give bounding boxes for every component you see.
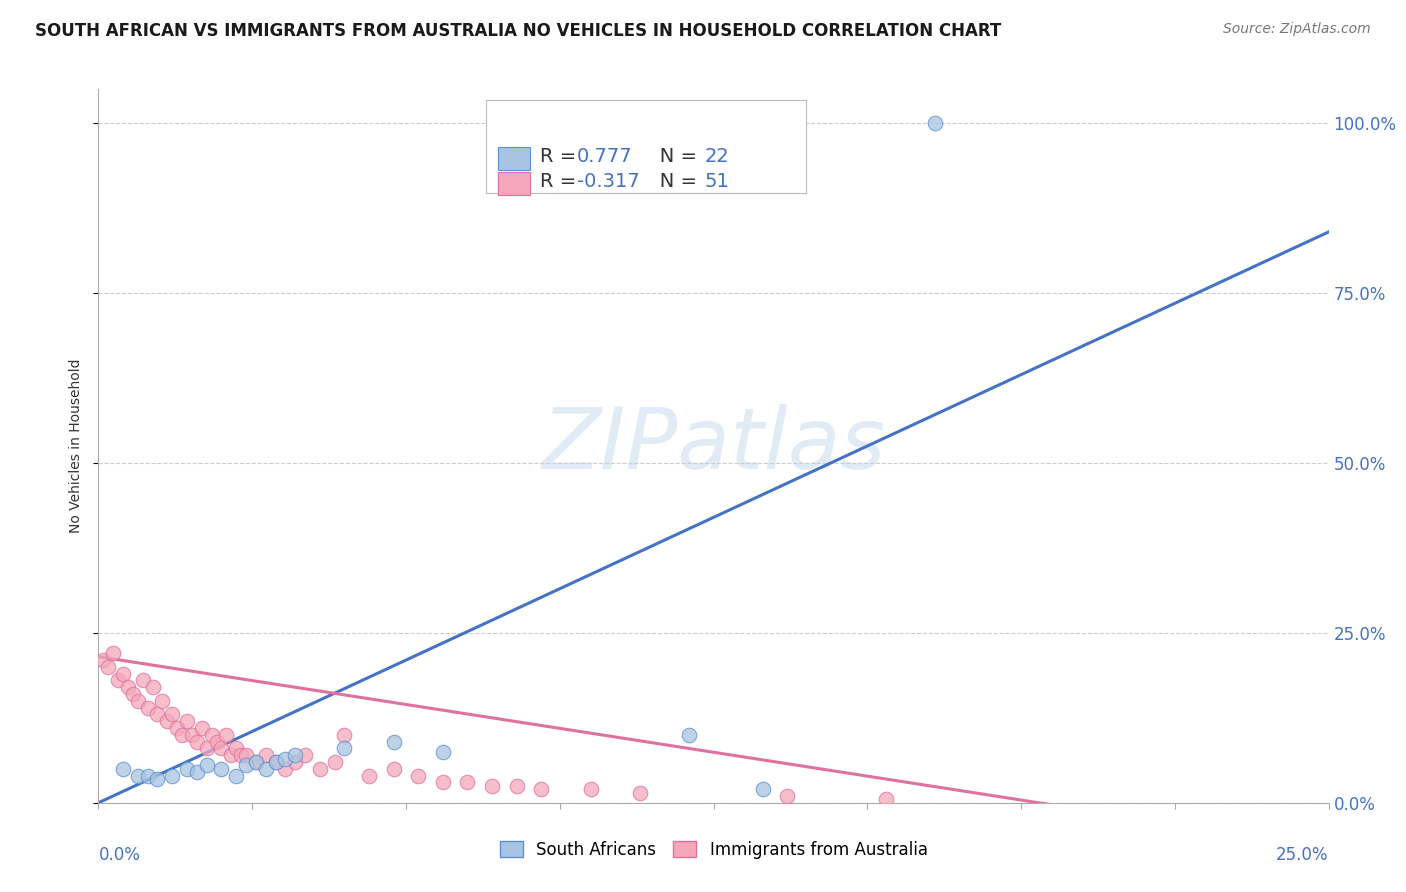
- Point: [132, 673, 155, 688]
- Point: [432, 775, 454, 789]
- Point: [215, 728, 238, 742]
- Text: 25.0%: 25.0%: [1277, 846, 1329, 863]
- Point: [432, 745, 454, 759]
- Point: [752, 782, 775, 797]
- Point: [274, 751, 297, 765]
- Point: [127, 694, 149, 708]
- Text: 0.0%: 0.0%: [98, 846, 141, 863]
- Point: [136, 700, 159, 714]
- Point: [112, 762, 135, 776]
- Point: [195, 741, 218, 756]
- Point: [117, 680, 139, 694]
- Point: [323, 755, 346, 769]
- Point: [924, 116, 946, 130]
- Point: [284, 755, 307, 769]
- Text: Source: ZipAtlas.com: Source: ZipAtlas.com: [1223, 22, 1371, 37]
- Point: [166, 721, 188, 735]
- Point: [382, 762, 405, 776]
- Point: [195, 758, 218, 772]
- Point: [127, 769, 149, 783]
- Point: [103, 646, 125, 660]
- Point: [225, 741, 247, 756]
- Point: [235, 748, 257, 763]
- Point: [875, 792, 897, 806]
- Legend: South Africans, Immigrants from Australia: South Africans, Immigrants from Australi…: [494, 835, 934, 866]
- Point: [162, 769, 183, 783]
- Text: -0.317: -0.317: [576, 172, 640, 192]
- Point: [481, 779, 503, 793]
- Point: [274, 762, 297, 776]
- Point: [205, 734, 228, 748]
- Point: [382, 734, 405, 748]
- Point: [231, 748, 253, 763]
- Text: N =: N =: [641, 147, 703, 167]
- Point: [530, 782, 553, 797]
- Point: [254, 748, 277, 763]
- Point: [146, 772, 169, 786]
- Point: [678, 728, 700, 742]
- Point: [333, 741, 356, 756]
- FancyBboxPatch shape: [498, 172, 530, 194]
- Text: R =: R =: [540, 172, 582, 192]
- FancyBboxPatch shape: [498, 147, 530, 169]
- Point: [264, 755, 287, 769]
- Point: [176, 714, 198, 729]
- Point: [172, 728, 194, 742]
- Y-axis label: No Vehicles in Household: No Vehicles in Household: [69, 359, 83, 533]
- Point: [186, 765, 208, 780]
- Point: [284, 748, 307, 763]
- Point: [186, 734, 208, 748]
- Point: [211, 741, 233, 756]
- Text: 22: 22: [704, 147, 730, 167]
- Point: [506, 779, 529, 793]
- Text: 51: 51: [704, 172, 730, 192]
- Point: [181, 728, 204, 742]
- Point: [579, 782, 602, 797]
- Point: [97, 660, 120, 674]
- Point: [628, 786, 651, 800]
- Point: [146, 707, 169, 722]
- Point: [191, 721, 214, 735]
- Point: [136, 769, 159, 783]
- Point: [245, 755, 267, 769]
- Point: [776, 789, 799, 803]
- Point: [408, 769, 430, 783]
- Point: [235, 758, 257, 772]
- Point: [225, 769, 247, 783]
- Point: [294, 748, 316, 763]
- FancyBboxPatch shape: [486, 100, 806, 193]
- Text: N =: N =: [641, 172, 703, 192]
- Point: [93, 653, 115, 667]
- Point: [152, 694, 174, 708]
- Point: [107, 673, 129, 688]
- Point: [112, 666, 135, 681]
- Point: [156, 714, 179, 729]
- Point: [254, 762, 277, 776]
- Point: [456, 775, 478, 789]
- Point: [359, 769, 381, 783]
- Point: [162, 707, 183, 722]
- Text: SOUTH AFRICAN VS IMMIGRANTS FROM AUSTRALIA NO VEHICLES IN HOUSEHOLD CORRELATION : SOUTH AFRICAN VS IMMIGRANTS FROM AUSTRAL…: [35, 22, 1001, 40]
- Point: [211, 762, 233, 776]
- Point: [201, 728, 224, 742]
- Text: R =: R =: [540, 147, 582, 167]
- Point: [142, 680, 165, 694]
- Text: 0.777: 0.777: [576, 147, 633, 167]
- Point: [221, 748, 243, 763]
- Point: [309, 762, 332, 776]
- Point: [333, 728, 356, 742]
- Text: ZIPatlas: ZIPatlas: [541, 404, 886, 488]
- Point: [122, 687, 145, 701]
- Point: [176, 762, 198, 776]
- Point: [245, 755, 267, 769]
- Point: [264, 755, 287, 769]
